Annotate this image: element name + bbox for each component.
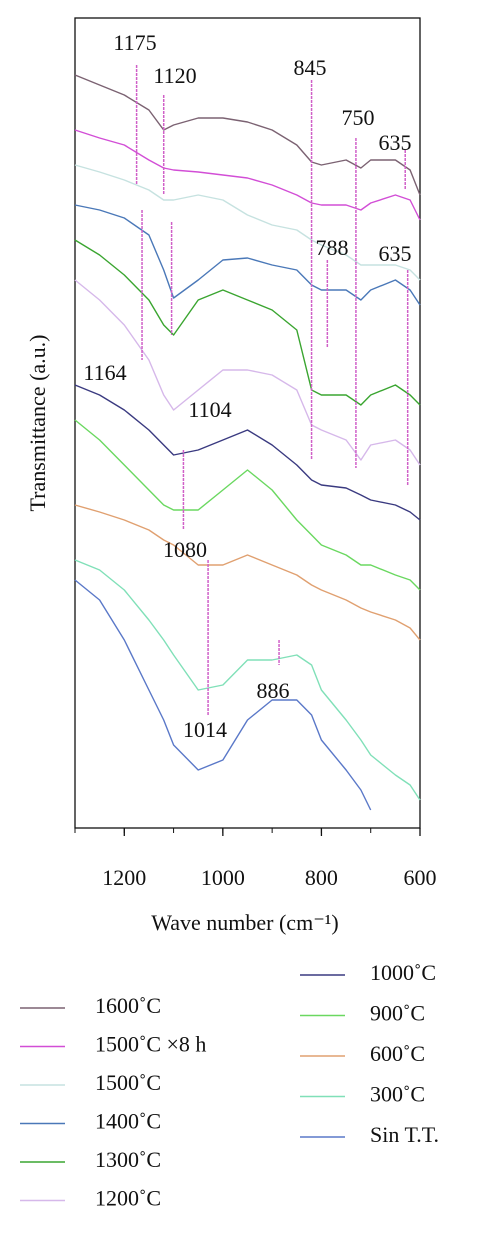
peak-label: 1120: [153, 63, 196, 88]
legend-label: 1500˚C ×8 h: [95, 1032, 206, 1057]
spectrum-line: [74, 504, 421, 641]
legend-label: 600˚C: [370, 1041, 425, 1066]
spectrum-line: [74, 419, 421, 591]
legend-label: 1200˚C: [95, 1186, 161, 1211]
x-tick-label: 600: [404, 865, 437, 890]
spectrum-line: [74, 204, 421, 306]
peak-label: 750: [342, 105, 375, 130]
spectrum-line: [74, 164, 421, 281]
peak-label: 1164: [83, 360, 126, 385]
spectrum-line: [74, 129, 421, 221]
spectrum-line: [74, 74, 421, 196]
plot-frame: [74, 17, 421, 829]
peak-label: 886: [257, 678, 290, 703]
legend-label: 1000˚C: [370, 960, 436, 985]
legend-label: 1500˚C: [95, 1070, 161, 1095]
legend-label: 900˚C: [370, 1001, 425, 1026]
x-tick-label: 1000: [201, 865, 245, 890]
x-axis-label: Wave number (cm⁻¹): [151, 910, 338, 935]
legend-label: 1400˚C: [95, 1109, 161, 1134]
spectrum-line: [74, 579, 372, 811]
x-tick-label: 800: [305, 865, 338, 890]
peak-label: 635: [379, 241, 412, 266]
spectrum-line: [74, 279, 421, 466]
spectrum-line: [74, 559, 421, 801]
peak-label: 1014: [183, 717, 227, 742]
peak-label: 635: [379, 130, 412, 155]
spectrum-line: [74, 239, 421, 406]
peak-label: 845: [294, 55, 327, 80]
x-tick-label: 1200: [102, 865, 146, 890]
legend-label: 300˚C: [370, 1082, 425, 1107]
peak-label: 1080: [163, 537, 207, 562]
legend-label: Sin T.T.: [370, 1122, 439, 1147]
legend-label: 1600˚C: [95, 993, 161, 1018]
peak-label: 788: [316, 235, 349, 260]
y-axis-label: Transmittance (a.u.): [25, 335, 50, 512]
peak-label: 1175: [113, 30, 156, 55]
legend-label: 1300˚C: [95, 1147, 161, 1172]
spectrum-line: [74, 384, 421, 521]
peak-label: 1104: [188, 397, 231, 422]
